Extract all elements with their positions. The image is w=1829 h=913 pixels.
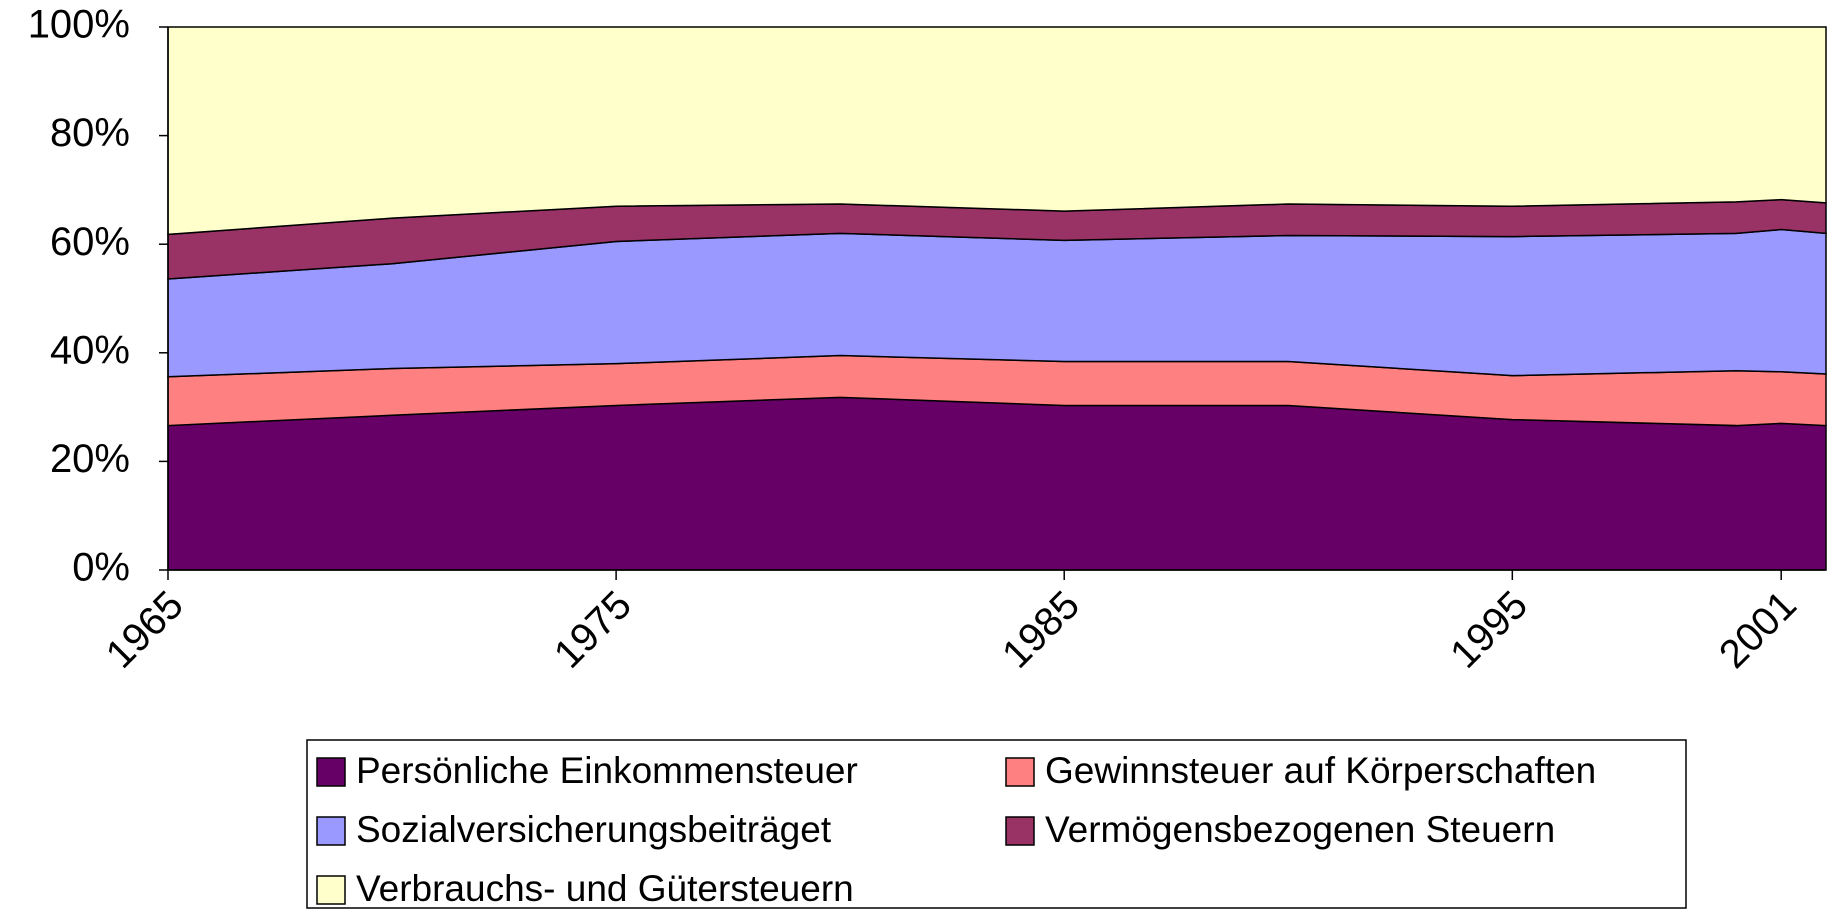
- legend-swatch: [1005, 757, 1035, 787]
- legend-swatch: [316, 816, 346, 846]
- area: [167, 26, 1827, 236]
- x-tick-label: 1985: [994, 583, 1088, 677]
- y-tick-label: 100%: [28, 3, 130, 47]
- y-tick-label: 80%: [50, 111, 130, 155]
- legend: Persönliche Einkommensteuer Gewinnsteuer …: [316, 750, 1596, 909]
- x-tick-label: 1975: [546, 583, 640, 677]
- x-tick-label: 1965: [98, 583, 192, 677]
- legend-label: Sozialversicherungsbeiträget: [356, 809, 832, 850]
- y-tick-label: 20%: [50, 437, 130, 481]
- legend-swatch: [316, 875, 346, 905]
- legend-label: Verbrauchs- und Gütersteuern: [356, 868, 854, 909]
- legend-label: Persönliche Einkommensteuer: [356, 750, 858, 791]
- legend-swatch: [316, 757, 346, 787]
- legend-label: Vermögensbezogenen Steuern: [1045, 809, 1555, 850]
- area: [167, 396, 1827, 571]
- y-tick-label: 0%: [72, 546, 130, 590]
- legend-label: Gewinnsteuer auf Körperschaften: [1045, 750, 1596, 791]
- legend-swatch: [1005, 816, 1035, 846]
- y-tick-label: 40%: [50, 328, 130, 372]
- x-tick-label: 2001: [1711, 583, 1805, 677]
- x-tick-label: 1995: [1442, 583, 1536, 677]
- y-tick-label: 60%: [50, 220, 130, 264]
- legend-box: [306, 739, 1687, 909]
